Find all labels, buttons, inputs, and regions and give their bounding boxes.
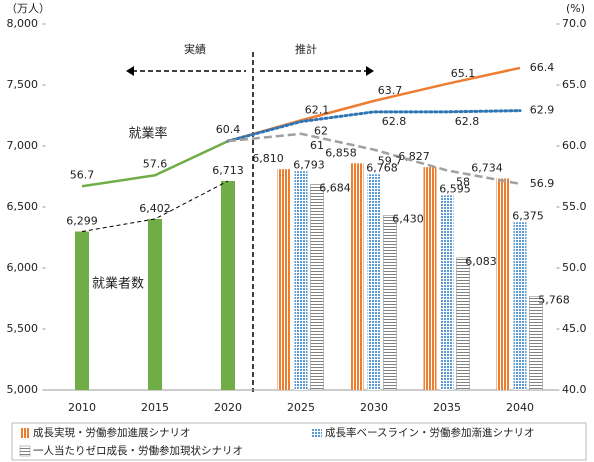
data-label: 6,768 (366, 161, 398, 174)
data-label: 6,827 (398, 150, 430, 163)
bar (367, 174, 381, 390)
data-label: 56.9 (530, 177, 555, 190)
data-label: 6,430 (392, 213, 424, 226)
bar (310, 184, 324, 391)
y2-tick-label: 65.0 (562, 78, 587, 91)
data-label: 60.4 (216, 123, 241, 136)
data-label: 62.9 (530, 104, 555, 117)
annotation: 推計 (295, 42, 317, 56)
x-tick-label: 2010 (68, 401, 96, 414)
data-label: 62 (314, 125, 328, 138)
x-tick-label: 2025 (287, 401, 315, 414)
data-label: 6,299 (66, 215, 98, 228)
data-label: 6,595 (439, 182, 471, 195)
data-label: 6,402 (139, 202, 171, 215)
bar (148, 218, 162, 390)
legend-label: 成長率ベースライン・労働参加漸進シナリオ (325, 426, 534, 439)
x-tick-label: 2035 (433, 401, 461, 414)
bar (529, 296, 543, 391)
bar (456, 257, 470, 391)
series-label: 就業者数 (92, 276, 144, 292)
y2-tick-label: 45.0 (562, 322, 587, 335)
y-tick-label: 6,500 (7, 200, 39, 213)
y-tick-label: 7,000 (7, 139, 39, 152)
legend-swatch (312, 428, 322, 438)
bar (277, 169, 291, 390)
data-label: 62.1 (305, 103, 330, 116)
y2-axis-title: (%) (566, 2, 585, 15)
legend (11, 422, 587, 461)
y2-tick-label: 55.0 (562, 200, 587, 213)
data-label: 6,375 (512, 209, 544, 222)
bar (423, 167, 437, 390)
y2-tick-label: 70.0 (562, 17, 587, 30)
data-label: 61 (310, 139, 324, 152)
bar (75, 231, 89, 390)
y2-tick-label: 60.0 (562, 139, 587, 152)
data-label: 6,858 (325, 146, 357, 159)
connector-line (81, 180, 229, 233)
line (227, 132, 521, 186)
bar (383, 215, 397, 391)
legend-swatch (19, 445, 31, 457)
series-label: 就業率 (128, 126, 167, 142)
data-label: 56.7 (70, 168, 95, 181)
bar (221, 181, 235, 390)
y2-tick-label: 50.0 (562, 261, 587, 274)
data-label: 6,810 (252, 152, 284, 165)
line (81, 139, 229, 188)
data-label: 6,684 (319, 182, 351, 195)
line (226, 109, 522, 143)
data-label: 58 (456, 175, 470, 188)
y-tick-label: 7,500 (7, 78, 39, 91)
data-label: 63.7 (378, 84, 403, 97)
bar (294, 171, 308, 390)
bar (350, 163, 364, 390)
data-label: 62.8 (382, 115, 407, 128)
data-label: 62.8 (455, 115, 480, 128)
y-tick-label: 8,000 (7, 17, 39, 30)
legend-label: 成長実現・労働参加進展シナリオ (33, 426, 191, 439)
legend-label: 一人当たりゼロ成長・労働参加現状シナリオ (33, 444, 243, 457)
bar (496, 178, 510, 390)
x-tick-label: 2030 (360, 401, 388, 414)
data-label: 57.6 (143, 157, 168, 170)
data-label: 66.4 (530, 61, 555, 74)
data-label: 6,734 (471, 161, 503, 174)
x-tick-label: 2040 (506, 401, 534, 414)
y-tick-label: 5,500 (7, 322, 39, 335)
arrow-head (126, 66, 134, 76)
y2-tick-label: 40.0 (562, 383, 587, 396)
x-tick-label: 2020 (214, 401, 242, 414)
data-label: 59.7 (378, 155, 403, 168)
annotation: 実績 (184, 42, 206, 56)
bar (513, 222, 527, 390)
data-label: 6,713 (212, 164, 244, 177)
y-tick-label: 5,000 (7, 383, 39, 396)
bar (440, 195, 454, 390)
x-tick-label: 2015 (141, 401, 169, 414)
data-label: 65.1 (451, 67, 476, 80)
y-tick-label: 6,000 (7, 261, 39, 274)
arrow-head (366, 66, 374, 76)
data-label: 6,083 (465, 255, 497, 268)
legend-swatch (20, 428, 30, 438)
data-label: 6,793 (293, 158, 325, 171)
y-axis-title: （万人） (6, 2, 50, 15)
data-label: 5,768 (538, 293, 570, 306)
